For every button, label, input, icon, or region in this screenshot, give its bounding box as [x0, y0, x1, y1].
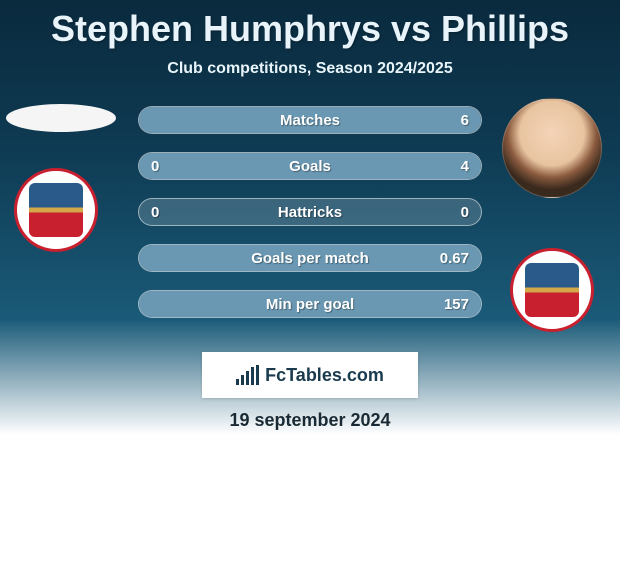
stat-row: Goals per match0.67 [138, 244, 482, 272]
stat-rows: Matches60Goals40Hattricks0Goals per matc… [138, 106, 482, 336]
stat-value-left: 0 [139, 204, 199, 221]
stat-row: 0Goals4 [138, 152, 482, 180]
stat-label: Hattricks [199, 204, 421, 221]
stat-value-right: 157 [421, 296, 481, 313]
comparison-panel: Matches60Goals40Hattricks0Goals per matc… [0, 110, 620, 370]
stat-label: Min per goal [199, 296, 421, 313]
stat-label: Goals [199, 158, 421, 175]
club-badge-left [14, 168, 98, 252]
stat-row: Min per goal157 [138, 290, 482, 318]
branding-text: FcTables.com [265, 365, 384, 386]
stat-value-right: 0 [421, 204, 481, 221]
snapshot-date: 19 september 2024 [0, 410, 620, 431]
player-right-avatar [502, 98, 602, 198]
player-left-avatar [6, 104, 116, 132]
stat-value-left: 0 [139, 158, 199, 175]
club-badge-right [510, 248, 594, 332]
page-title: Stephen Humphrys vs Phillips [0, 0, 620, 50]
subtitle: Club competitions, Season 2024/2025 [0, 60, 620, 78]
stat-label: Goals per match [199, 250, 421, 267]
stat-value-right: 6 [421, 112, 481, 129]
stat-value-right: 4 [421, 158, 481, 175]
stat-label: Matches [199, 112, 421, 129]
branding-logo: FcTables.com [202, 352, 418, 398]
branding-bars-icon [236, 365, 259, 385]
stat-row: Matches6 [138, 106, 482, 134]
stat-value-right: 0.67 [421, 250, 481, 267]
stat-row: 0Hattricks0 [138, 198, 482, 226]
